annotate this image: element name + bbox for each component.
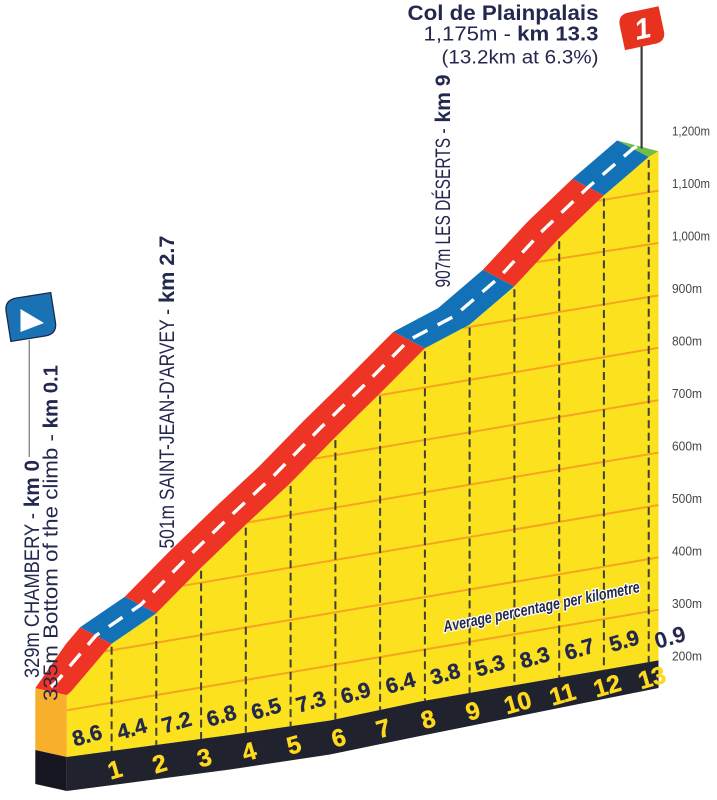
svg-text:km 0.1: km 0.1: [40, 365, 63, 434]
svg-text:1,200m: 1,200m: [672, 123, 710, 138]
svg-text:329m CHAMBERY -: 329m CHAMBERY -: [20, 513, 44, 678]
svg-text:300m: 300m: [672, 596, 702, 611]
svg-text:km 2.7: km 2.7: [155, 235, 179, 309]
svg-text:1,100m: 1,100m: [672, 176, 710, 191]
svg-text:700m: 700m: [672, 386, 702, 401]
svg-text:600m: 600m: [672, 438, 702, 453]
svg-text:1,175m - km 13.3: 1,175m - km 13.3: [424, 24, 599, 46]
svg-text:13: 13: [635, 662, 669, 695]
svg-text:900m: 900m: [672, 281, 702, 296]
svg-text:km 9: km 9: [431, 74, 455, 128]
svg-text:1,000m: 1,000m: [672, 228, 710, 243]
svg-text:200m: 200m: [672, 648, 702, 663]
svg-text:(13.2km at 6.3%): (13.2km at 6.3%): [442, 48, 599, 69]
svg-text:501m SAINT-JEAN-D'ARVEY -: 501m SAINT-JEAN-D'ARVEY -: [155, 309, 179, 549]
svg-text:1: 1: [631, 12, 653, 47]
svg-text:400m: 400m: [672, 543, 702, 558]
svg-text:335m Bottom of the climb -: 335m Bottom of the climb -: [40, 434, 63, 701]
svg-text:800m: 800m: [672, 333, 702, 348]
svg-text:500m: 500m: [672, 491, 702, 506]
svg-text:Col de Plainpalais: Col de Plainpalais: [408, 1, 599, 25]
svg-text:km 0: km 0: [20, 460, 44, 513]
svg-text:907m LES DÉSERTS -: 907m LES DÉSERTS -: [430, 129, 455, 288]
